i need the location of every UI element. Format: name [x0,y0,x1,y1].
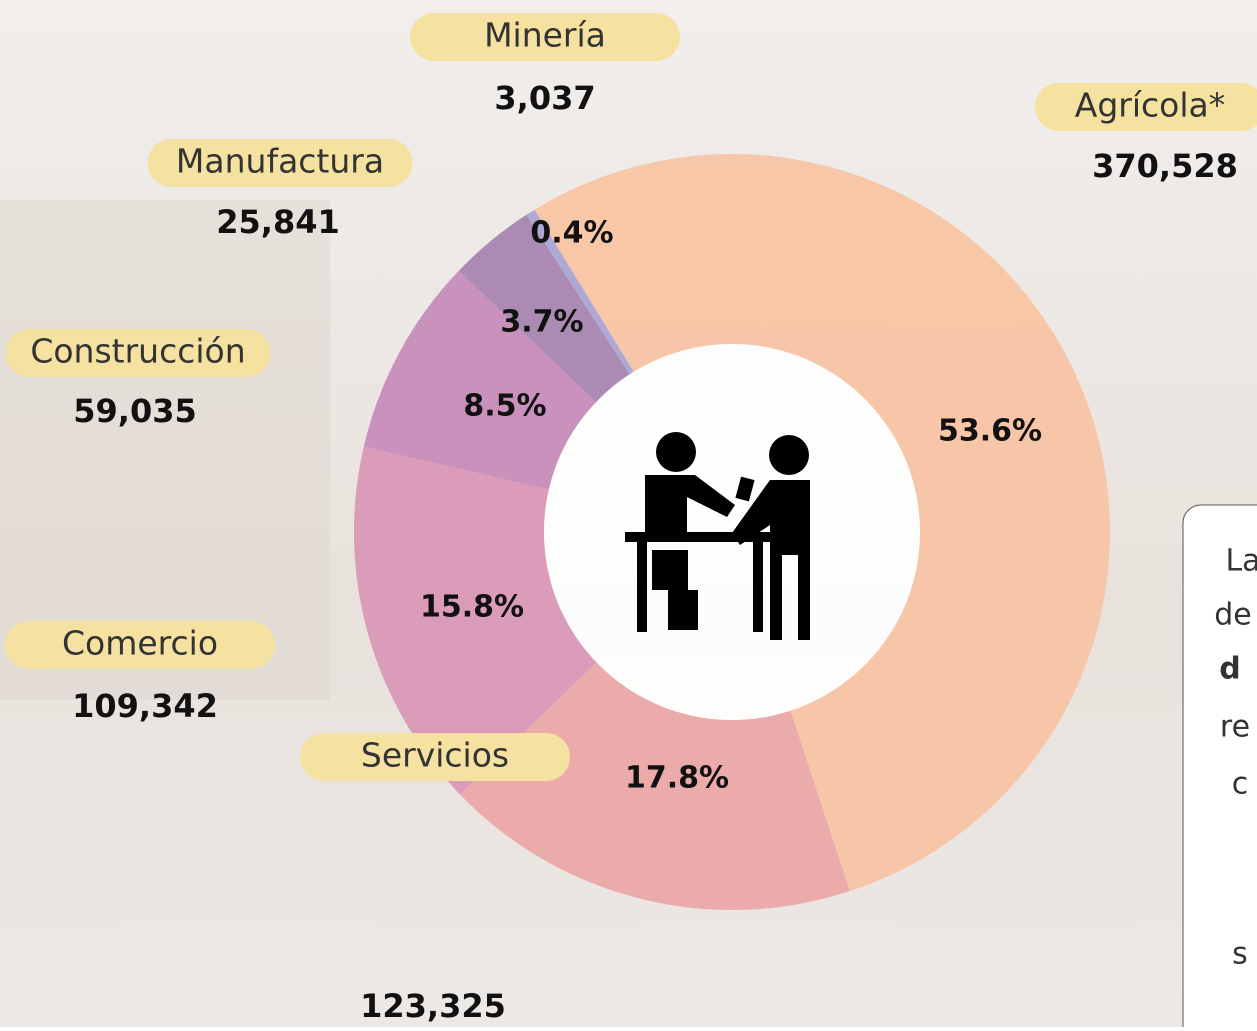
center-icon [625,432,810,640]
note-text: d [1219,652,1240,687]
percent-label: 53.6% [938,414,1042,449]
note-text: re [1220,710,1250,745]
donut-slice [363,270,597,490]
category-label: Agrícola* [1075,86,1225,125]
count-label: 109,342 [72,687,218,725]
donut-slice [354,446,597,795]
percent-label: 17.8% [625,761,729,796]
count-label: 370,528 [1092,147,1238,185]
note-text: de [1214,598,1252,633]
category-pill [410,13,680,61]
percent-label: 0.4% [530,216,613,251]
donut-slice [534,153,1110,892]
count-label: 25,841 [216,203,339,241]
category-label: Servicios [361,736,509,775]
note-text: c [1232,767,1249,802]
count-label: 59,035 [73,392,196,430]
note-text: La [1225,544,1257,579]
percent-label: 8.5% [463,389,546,424]
count-label: 3,037 [494,79,595,117]
donut [354,153,1110,910]
note-text: s [1232,937,1248,972]
percent-label: 15.8% [420,590,524,625]
category-pill [5,621,275,669]
category-pill [300,733,570,781]
donut-slice [459,662,850,910]
category-label: Minería [484,16,606,55]
note: La de d re c s [1214,544,1257,972]
category-label: Manufactura [176,142,384,181]
category-pill [1035,83,1257,131]
count-label: 123,325 [360,987,506,1025]
labels: 53.6% Agrícola* 370,528 17.8% Servicios 123,3… [5,13,1257,1025]
note-box [1182,504,1257,1031]
category-pill [5,329,271,377]
donut-slice [526,209,634,375]
background-building [0,200,330,700]
percent-label: 3.7% [500,305,583,340]
category-label: Comercio [62,624,218,663]
donut-slice [458,214,630,403]
category-pill [147,139,413,187]
category-label: Construcción [30,332,245,371]
